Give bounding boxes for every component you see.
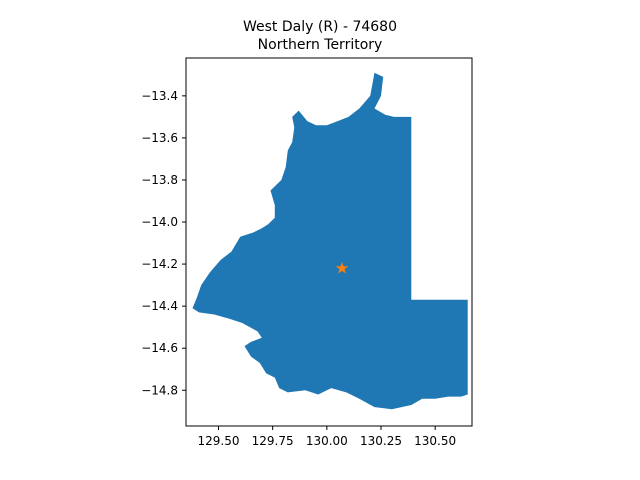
x-tick-label: 130.25	[360, 434, 402, 448]
y-tick-label: −13.6	[141, 131, 178, 145]
title-line-2: Northern Territory	[258, 37, 383, 53]
y-tick-label: −14.2	[141, 257, 178, 271]
y-tick-label: −13.8	[141, 173, 178, 187]
centroid-star-marker	[335, 261, 349, 274]
y-tick-label: −14.8	[141, 383, 178, 397]
region-polygon	[192, 72, 468, 410]
x-axis: 129.50 129.75 130.00 130.25 130.50	[198, 426, 456, 448]
plot-area	[185, 57, 473, 427]
y-tick-label: −14.4	[141, 299, 178, 313]
y-axis: −13.4 −13.6 −13.8 −14.0 −14.2 −14.4 −14.6 −14.8	[141, 89, 186, 397]
x-tick-label: 129.50	[198, 434, 240, 448]
axes-frame	[185, 57, 473, 427]
x-tick-label: 130.00	[306, 434, 348, 448]
title-line-1: West Daly (R) - 74680	[243, 19, 397, 35]
x-tick-label: 129.75	[252, 434, 294, 448]
y-tick-label: −14.6	[141, 341, 178, 355]
y-tick-label: −14.0	[141, 215, 178, 229]
x-tick-label: 130.50	[414, 434, 456, 448]
y-tick-label: −13.4	[141, 89, 178, 103]
